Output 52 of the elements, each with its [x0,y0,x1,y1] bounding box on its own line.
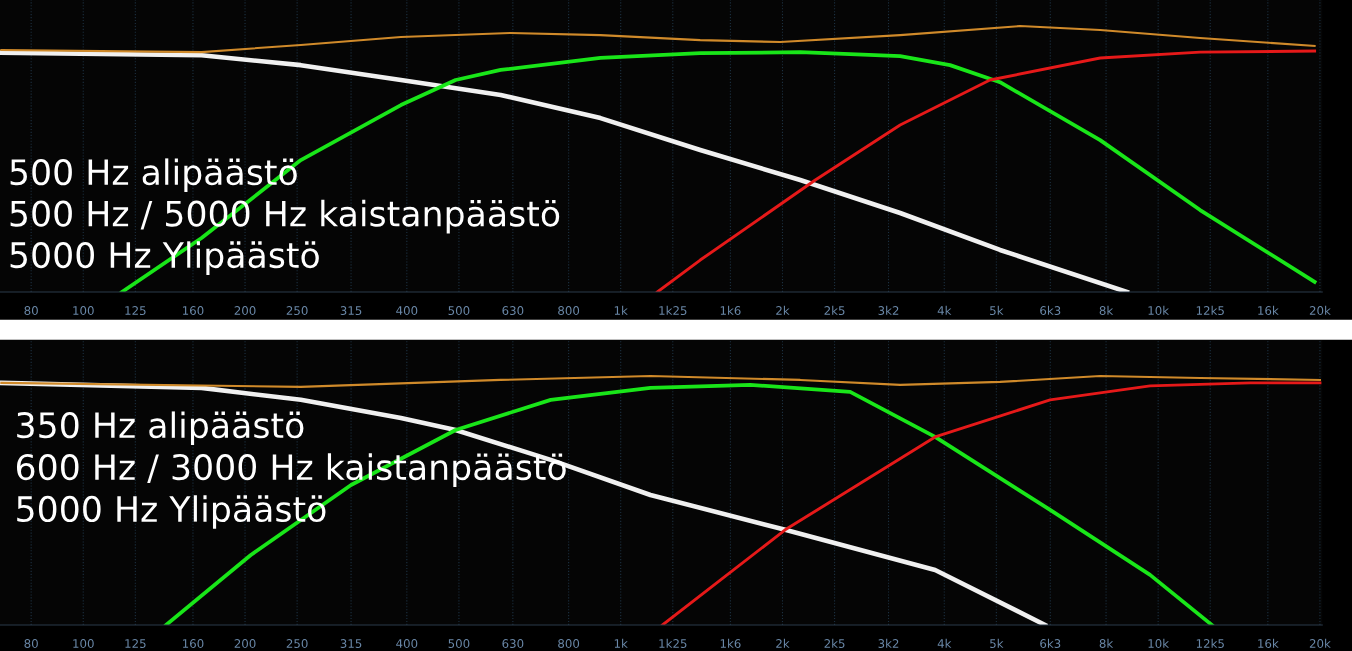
x-tick-label: 250 [286,306,308,315]
annotation: 350 Hz alipäästö [17,411,304,446]
x-tick-label: 8k [1099,638,1114,648]
x-tick-label: 6k3 [1040,638,1061,648]
x-tick-label: 8k [1099,305,1114,315]
x-tick-label: 1k25 [659,305,687,315]
x-tick-label: 125 [125,639,146,648]
x-tick-label: 16k [1258,305,1279,315]
x-tick-label: 315 [340,306,362,315]
x-tick-label: 1k [614,638,628,648]
x-tick-label: 800 [558,639,580,648]
annotation: 5000 Hz Ylipäästö [10,241,319,275]
x-tick-label: 400 [396,639,418,648]
x-tick-label: 250 [286,639,308,648]
x-tick-label: 1k6 [720,305,741,315]
x-tick-label: 2k5 [824,638,845,648]
x-tick-label: 100 [73,639,94,648]
x-tick-label: 400 [396,306,418,315]
x-tick-label: 4k [937,638,952,648]
x-tick-label: 80 [24,639,38,648]
x-tick-label: 10k [1148,638,1170,648]
x-tick-label: 2k5 [824,305,845,315]
x-tick-label: 1k [614,305,628,315]
x-tick-label: 4k [937,305,952,315]
x-tick-label: 80 [24,306,38,315]
x-tick-label: 20k [1309,305,1331,315]
x-tick-label: 3k2 [878,638,899,648]
x-tick-label: 2k [776,305,790,315]
x-tick-label: 160 [182,639,204,648]
x-tick-label: 2k [776,638,790,648]
x-tick-label: 500 [448,306,470,315]
x-tick-label: 12k5 [1196,305,1224,315]
x-tick-label: 630 [502,639,524,648]
x-tick-label: 200 [234,306,256,315]
x-tick-label: 100 [73,306,94,315]
x-tick-label: 630 [502,306,524,315]
x-tick-label: 160 [182,306,204,315]
x-tick-label: 5k [990,638,1004,648]
x-tick-label: 500 [448,639,470,648]
x-tick-label: 1k6 [720,638,741,648]
x-tick-label: 3k2 [878,305,899,315]
x-tick-label: 10k [1148,305,1170,315]
x-tick-label: 1k25 [659,638,687,648]
x-tick-label: 12k5 [1196,638,1224,648]
x-tick-label: 315 [340,639,362,648]
x-tick-label: 20k [1309,638,1331,648]
x-tick-label: 6k3 [1040,305,1061,315]
x-tick-label: 16k [1258,638,1279,648]
x-tick-label: 5k [990,305,1004,315]
x-tick-label: 200 [234,639,256,648]
x-tick-label: 800 [558,306,580,315]
x-tick-label: 125 [125,306,146,315]
